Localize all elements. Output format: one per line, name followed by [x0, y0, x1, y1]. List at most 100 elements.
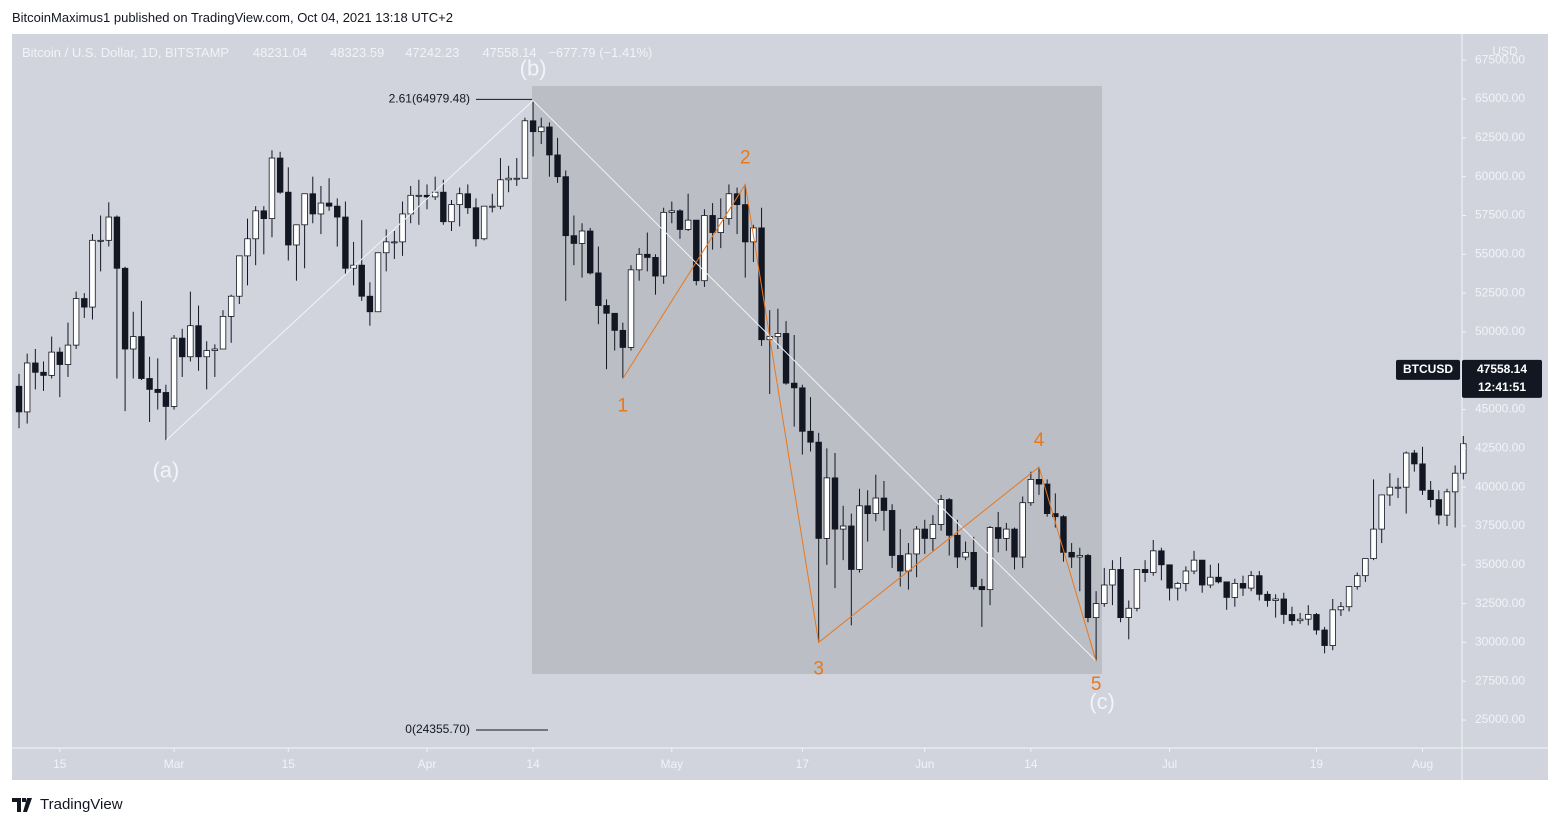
candle-body — [309, 193, 316, 215]
fib-level-label: 0(24355.70) — [405, 722, 470, 736]
y-tick-label: 40000.00 — [1475, 479, 1525, 493]
candle-body — [1305, 614, 1312, 620]
x-tick-label: 15 — [53, 757, 67, 771]
candle-body — [1117, 569, 1124, 618]
y-tick-label: 55000.00 — [1475, 246, 1525, 260]
candle-body — [325, 202, 333, 207]
symbol-tag-bg — [1396, 359, 1460, 380]
candle-body — [962, 551, 969, 558]
candle-body — [48, 351, 55, 376]
candle-body — [227, 295, 235, 317]
candle-body — [489, 205, 496, 208]
x-tick-label: Apr — [418, 757, 437, 771]
candle-body — [929, 524, 937, 539]
candle-body — [611, 312, 618, 331]
candle-body — [23, 362, 31, 413]
candle-body — [1133, 569, 1141, 609]
symbol-title: Bitcoin / U.S. Dollar, 1D, BITSTAMP — [22, 45, 230, 60]
y-tick-label: 50000.00 — [1475, 324, 1525, 338]
candle-body — [1190, 559, 1198, 572]
candle-body — [1435, 499, 1443, 516]
candle-body — [456, 193, 463, 206]
candle-body — [236, 255, 243, 297]
open-value: 48231.04 — [252, 45, 308, 60]
candle-body — [1011, 528, 1018, 558]
candle-body — [179, 337, 186, 358]
currency-label: USD — [1492, 44, 1518, 58]
y-tick-label: 60000.00 — [1475, 169, 1525, 183]
candle-body — [15, 385, 23, 413]
candle-body — [89, 239, 96, 308]
change-value: −677.79 (−1.41%) — [548, 45, 653, 60]
y-tick-label: 32500.00 — [1475, 596, 1525, 610]
candle-body — [905, 553, 912, 572]
candle-body — [1043, 483, 1051, 514]
abc-label: (b) — [520, 55, 547, 80]
candle-body — [97, 239, 104, 242]
candle-body — [635, 253, 643, 271]
candle-body — [644, 253, 651, 258]
candle-body — [72, 298, 80, 346]
y-tick-label: 42500.00 — [1475, 441, 1525, 455]
candle-body — [276, 157, 284, 193]
y-tick-label: 35000.00 — [1475, 557, 1525, 571]
candle-body — [587, 230, 594, 274]
abc-label: (a) — [152, 457, 179, 482]
legend: Bitcoin / U.S. Dollar, 1D, BITSTAMP O 482… — [22, 45, 654, 60]
candle-body — [399, 213, 406, 243]
candle-body — [1027, 479, 1035, 504]
x-tick-label: Jun — [915, 757, 934, 771]
candle-body — [676, 210, 684, 230]
y-tick-label: 45000.00 — [1475, 402, 1525, 416]
candle-body — [872, 497, 879, 514]
candle-body — [293, 224, 300, 246]
candle-body — [978, 586, 986, 591]
candle-body — [1402, 452, 1410, 488]
candle-body — [1003, 528, 1010, 539]
price-tag-bg — [1462, 359, 1542, 398]
candle-body — [334, 205, 341, 218]
brand: TradingView — [40, 796, 123, 813]
y-tick-label: 67500.00 — [1475, 52, 1525, 66]
price-tag: 47558.14 — [1477, 362, 1527, 376]
candle-body — [170, 337, 178, 407]
candle-body — [252, 210, 259, 240]
candle-body — [578, 230, 586, 244]
candle-body — [538, 126, 545, 133]
candle-body — [219, 316, 227, 350]
x-tick-label: 19 — [1310, 757, 1324, 771]
candle-body — [1068, 551, 1075, 558]
candle-body — [1378, 494, 1385, 530]
candle-body — [986, 527, 994, 591]
x-tick-label: 14 — [1024, 757, 1038, 771]
candle-body — [505, 177, 512, 181]
candle-body — [383, 241, 390, 254]
candle-body — [40, 371, 47, 376]
candle-body — [56, 351, 64, 365]
candle-body — [1223, 581, 1230, 598]
candle-body — [317, 202, 325, 215]
y-tick-label: 37500.00 — [1475, 518, 1525, 532]
candle-body — [244, 238, 251, 257]
impulse-wave-line — [622, 183, 1097, 662]
candle-body — [64, 344, 72, 365]
candle-body — [285, 191, 292, 246]
candle-body — [570, 235, 578, 244]
candle-body — [121, 267, 129, 350]
candle-body — [342, 216, 349, 269]
candle-body — [497, 179, 504, 207]
symbol-tag: BTCUSD — [1403, 362, 1453, 376]
wave-label: 5 — [1091, 674, 1102, 695]
candle-body — [880, 497, 888, 511]
candle-body — [440, 191, 447, 223]
candle-body — [1076, 555, 1083, 558]
y-tick-label: 30000.00 — [1475, 635, 1525, 649]
candle-body — [391, 241, 398, 244]
candle-body — [546, 126, 553, 156]
candle-body — [301, 193, 308, 226]
candle-body — [407, 194, 414, 215]
candle-body — [374, 252, 382, 313]
candle-body — [839, 525, 847, 530]
x-tick-label: 15 — [282, 757, 296, 771]
